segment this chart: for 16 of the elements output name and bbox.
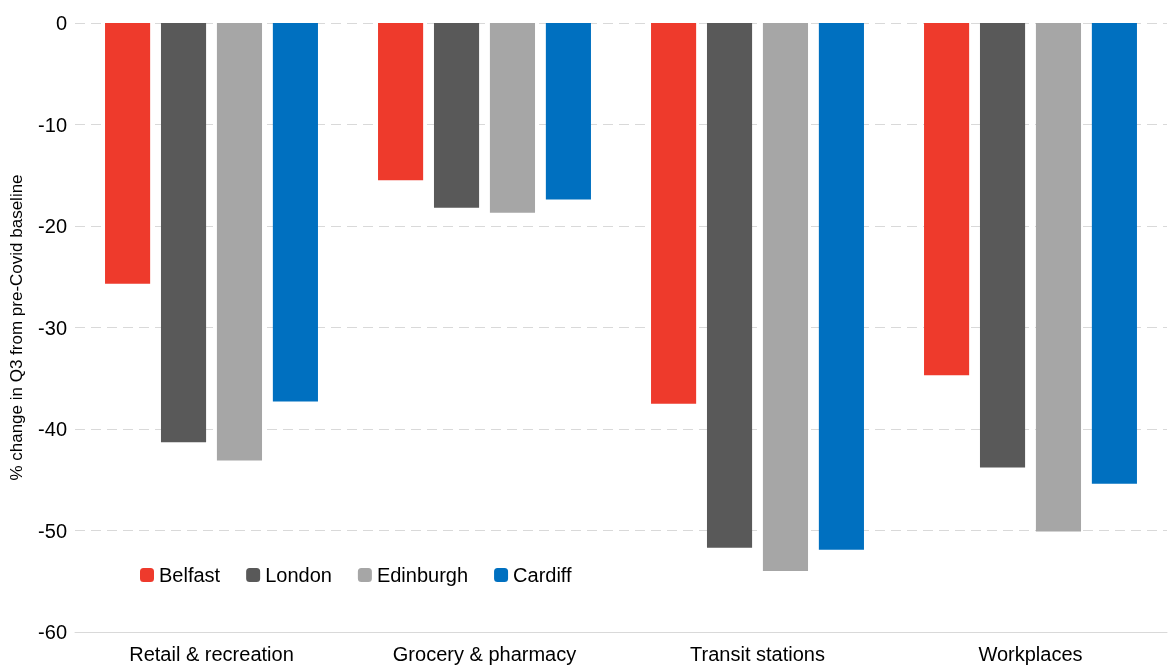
y-tick-label: -50 — [38, 519, 67, 542]
y-axis-title: % change in Q3 from pre-Covid baseline — [7, 174, 26, 481]
y-tick-label: -30 — [38, 316, 67, 339]
y-tick-label: -10 — [38, 113, 67, 136]
x-tick-label: Workplaces — [978, 643, 1083, 665]
y-tick-label: -20 — [38, 215, 67, 237]
legend-label: Cardiff — [513, 564, 573, 586]
x-tick-label: Transit stations — [690, 643, 825, 665]
legend-label: London — [265, 564, 332, 586]
y-tick-label: -60 — [38, 621, 67, 643]
legend-label: Edinburgh — [376, 564, 469, 586]
legend-label: Belfast — [159, 564, 221, 586]
y-tick-label: -40 — [38, 418, 67, 440]
y-tick-label: 0 — [55, 12, 67, 34]
x-tick-label: Grocery & pharmacy — [392, 643, 577, 665]
x-tick-label: Retail & recreation — [129, 643, 294, 665]
